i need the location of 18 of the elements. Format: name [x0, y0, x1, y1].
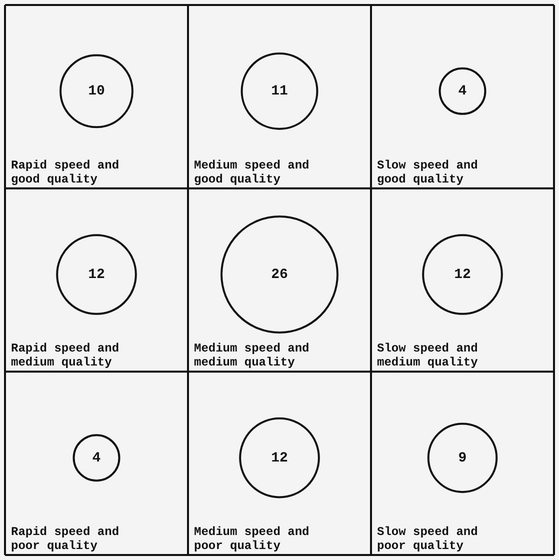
category-label: Slow speed and poor quality	[377, 525, 478, 553]
category-label: Slow speed and good quality	[377, 158, 478, 186]
data-label: 11	[271, 84, 288, 100]
category-label: Medium speed and medium quality	[194, 342, 310, 370]
data-label: 4	[458, 84, 467, 100]
data-label: 12	[454, 267, 471, 284]
data-label: 12	[271, 450, 288, 466]
category-label: Rapid speed and medium quality	[11, 342, 120, 370]
data-label: 12	[88, 267, 105, 284]
data-label: 4	[92, 450, 101, 466]
data-label: 9	[458, 450, 467, 466]
category-label: Rapid speed and poor quality	[11, 525, 120, 553]
data-label: 10	[88, 84, 105, 100]
category-label: Medium speed and good quality	[194, 158, 310, 186]
category-label: Slow speed and medium quality	[377, 342, 478, 370]
data-label: 26	[271, 267, 288, 284]
category-label: Rapid speed and good quality	[11, 158, 120, 186]
category-label: Medium speed and poor quality	[194, 525, 310, 553]
